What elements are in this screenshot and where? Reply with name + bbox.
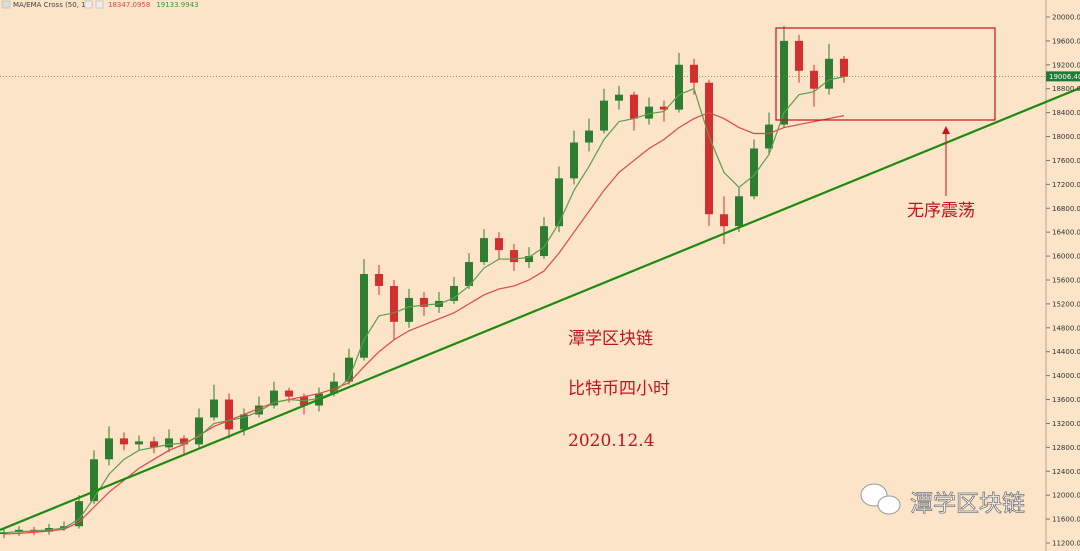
candle-body [135, 441, 143, 445]
y-tick-label: 12000.00 [1052, 492, 1080, 500]
candle-body [465, 262, 473, 286]
y-tick-label: 16800.00 [1052, 205, 1080, 213]
range-label: 无序震荡 [907, 201, 975, 221]
candle-body [525, 256, 533, 263]
y-tick-label: 16000.00 [1052, 253, 1080, 261]
candle-body [225, 399, 233, 430]
price-badge [1046, 71, 1080, 82]
y-tick-label: 18400.00 [1052, 109, 1080, 117]
candle-body [780, 40, 788, 125]
y-tick-label: 12400.00 [1052, 468, 1080, 476]
y-tick-label: 17200.00 [1052, 181, 1080, 189]
y-tick-label: 14400.00 [1052, 348, 1080, 356]
candle-body [540, 226, 548, 257]
candle-body [810, 70, 818, 89]
candle-body [375, 274, 383, 286]
candle-body [495, 238, 503, 251]
y-tick-label: 18800.00 [1052, 85, 1080, 93]
candle-body [795, 40, 803, 71]
candle-body [390, 285, 398, 322]
candle-body [150, 441, 158, 448]
plot [0, 25, 848, 539]
candle-body [840, 58, 848, 77]
watermark-logo [860, 483, 901, 515]
y-tick-label: 12800.00 [1052, 444, 1080, 452]
candle-body [270, 390, 278, 406]
candle-body [255, 405, 263, 415]
candle-body [735, 196, 743, 227]
y-tick-label: 13200.00 [1052, 420, 1080, 428]
y-tick-label: 13600.00 [1052, 396, 1080, 404]
candle-body [0, 532, 8, 535]
date: 2020.12.4 [568, 431, 655, 451]
candle-body [690, 64, 698, 83]
candle-body [165, 438, 173, 448]
price-label: 19006.40 [1049, 73, 1080, 81]
candle-body [330, 381, 338, 394]
y-tick-label: 18000.00 [1052, 133, 1080, 141]
y-tick-label: 17600.00 [1052, 157, 1080, 165]
watermark: 潭学区块链 [910, 491, 1025, 517]
y-tick-label: 11600.00 [1052, 516, 1080, 524]
candle-body [645, 106, 653, 119]
ma-line [3, 76, 845, 534]
indicator-value: 18347.0958 [108, 1, 150, 9]
y-tick-label: 11200.00 [1052, 539, 1080, 547]
candle-body [570, 142, 578, 179]
candle-body [555, 178, 563, 227]
candle-body [450, 285, 458, 301]
candle-body [765, 124, 773, 149]
candle-body [90, 459, 98, 502]
checkbox[interactable] [84, 0, 93, 9]
y-tick-label: 14000.00 [1052, 372, 1080, 380]
indicator-label: MA/EMA Cross (50, 15) [13, 1, 93, 9]
y-tick-label: 14800.00 [1052, 324, 1080, 332]
candle-body [750, 148, 758, 197]
trend-line [0, 86, 1080, 532]
candle-body [360, 274, 368, 358]
icon [1, 0, 11, 9]
candle-body [600, 100, 608, 131]
candle-body [675, 64, 683, 110]
candle-body [405, 297, 413, 322]
candle-body [345, 357, 353, 382]
candle-body [720, 214, 728, 227]
candle-body [240, 414, 248, 430]
y-tick-label: 15200.00 [1052, 300, 1080, 308]
candle-body [585, 130, 593, 143]
candle-body [105, 438, 113, 460]
ma-line [3, 111, 845, 535]
candle-body [195, 417, 203, 445]
y-tick-label: 19200.00 [1052, 61, 1080, 69]
y-tick-label: 19600.00 [1052, 37, 1080, 45]
candle-body [120, 438, 128, 445]
subject: 比特币四小时 [568, 379, 670, 399]
candle-body [180, 438, 188, 445]
checkbox[interactable] [95, 0, 104, 9]
arrow-head [942, 126, 950, 134]
candle-body [615, 94, 623, 101]
y-tick-label: 16400.00 [1052, 229, 1080, 237]
candle-body [705, 82, 713, 215]
candle-body [420, 297, 428, 307]
candle-body [660, 106, 668, 110]
candle-body [510, 250, 518, 263]
candle-body [210, 399, 218, 418]
brand: 潭学区块链 [568, 329, 653, 349]
candle-body [825, 58, 833, 89]
candle-body [480, 238, 488, 263]
y-tick-label: 15600.00 [1052, 276, 1080, 284]
indicator-value: 19133.9943 [156, 1, 198, 9]
candle-body [75, 501, 83, 527]
candle-body [630, 94, 638, 119]
candle-body [285, 390, 293, 397]
y-tick-label: 20000.00 [1052, 13, 1080, 21]
range-box [775, 27, 996, 121]
candle-body [60, 526, 68, 529]
